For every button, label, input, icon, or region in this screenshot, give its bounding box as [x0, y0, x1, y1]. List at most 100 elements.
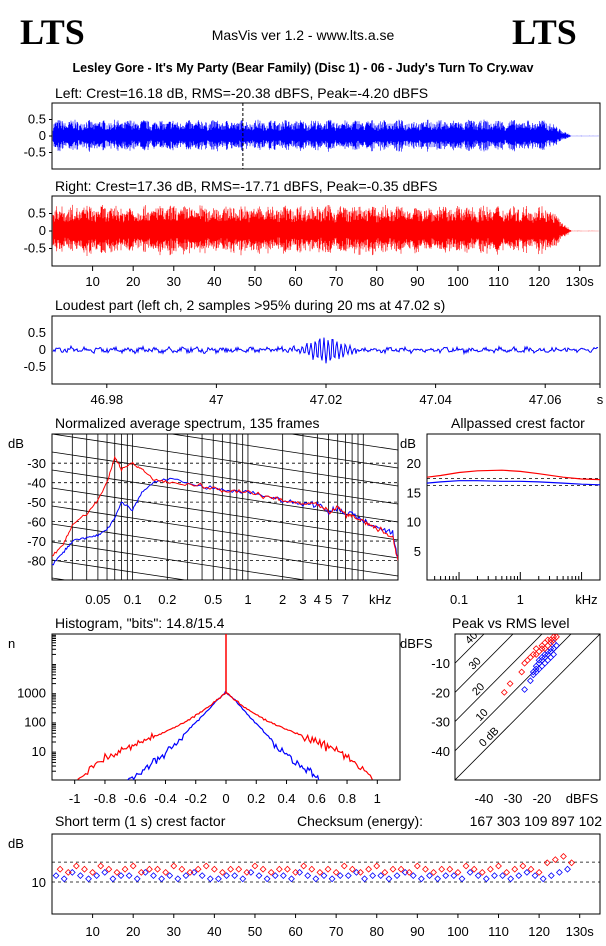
short-term-left-point: [531, 872, 539, 879]
time-xtick-label: 130s: [566, 274, 595, 289]
histogram-xtick-label: 0.6: [308, 791, 326, 806]
right-waveform-signal: [52, 204, 599, 256]
peak-vs-rms-right-point: [506, 680, 514, 688]
short-term-left-point: [93, 872, 101, 879]
peak-vs-rms-right-point: [521, 659, 528, 667]
short-term-right-point: [56, 865, 64, 873]
short-term-left-point: [442, 872, 450, 879]
time-xtick-label: 50: [248, 274, 262, 289]
spectrum-ytick-label: -80: [27, 554, 46, 569]
spectrum-slope-line: [52, 451, 398, 505]
allpassed-xtick-label: 1: [517, 592, 524, 607]
time-xtick-label: 20: [126, 274, 140, 289]
peak-vs-rms-right-point: [541, 639, 549, 647]
short-term-right-point: [243, 869, 251, 876]
short-term-right-point: [487, 865, 494, 873]
short-term-left-point: [353, 869, 360, 876]
short-term-xtick-label: 10: [85, 924, 99, 939]
peak-vs-rms-right-point: [518, 668, 526, 676]
spectrum-slope-line: [288, 434, 398, 451]
short-term-left-point: [328, 875, 336, 883]
short-term-right-point: [316, 869, 324, 876]
peak-vs-rms-crest-line: [455, 634, 485, 664]
checksum-label: Checksum (energy):: [297, 813, 423, 829]
short-term-left-point: [417, 875, 425, 883]
short-term-xtick-label: 20: [126, 924, 140, 939]
short-term-right-point: [113, 869, 121, 876]
short-term-left-point: [68, 869, 76, 876]
short-term-left-point: [304, 872, 312, 879]
spectrum-xtick-label: 0.2: [158, 592, 176, 607]
app-title: MasVis ver 1.2 - www.lts.a.se: [212, 27, 395, 43]
short-term-right-point: [121, 865, 129, 873]
spectrum-ytick-label: -50: [27, 495, 46, 510]
short-term-right-point: [430, 869, 437, 876]
short-term-right-point: [97, 862, 105, 870]
time-xtick-label: 80: [370, 274, 384, 289]
spectrum-title: Normalized average spectrum, 135 frames: [55, 415, 320, 431]
histogram-xtick-label: -1: [69, 791, 81, 806]
short-term-left-point: [231, 872, 239, 879]
loudest-ytick-label: -0.5: [24, 359, 46, 374]
short-term-right-point: [422, 865, 429, 873]
spectrum-slope-line: [52, 434, 398, 487]
short-term-right-point: [470, 865, 478, 873]
short-term-right-point: [308, 865, 316, 873]
short-term-left-point: [434, 875, 442, 883]
time-xtick-label: 10: [85, 274, 99, 289]
short-term-right-point: [235, 865, 243, 873]
short-term-right-point: [146, 865, 153, 873]
peak-vs-rms-left-point: [547, 653, 555, 661]
short-term-left-point: [344, 872, 352, 879]
short-term-right-point: [535, 869, 543, 876]
short-term-right-point: [219, 869, 226, 876]
short-term-left-point: [458, 875, 466, 883]
short-term-left-point: [377, 872, 385, 879]
short-term-xtick-label: 110: [488, 924, 509, 939]
spectrum-slope-line: [52, 469, 398, 523]
spectrum-xtick-label: 0.5: [204, 592, 222, 607]
short-term-right-point: [332, 869, 340, 876]
spectrum-slope-line: [52, 523, 398, 577]
spectrum-xtick-label: 1: [244, 592, 251, 607]
left-waveform-ytick-label: 0: [39, 128, 46, 143]
loudest-xtick-label: 46.98: [91, 392, 124, 407]
spectrum-xtick-label: kHz: [369, 592, 391, 607]
short-term-left-point: [296, 869, 304, 876]
allpassed-right-line: [426, 469, 601, 481]
short-term-xtick-label: 70: [329, 924, 343, 939]
short-term-right-point: [186, 869, 194, 876]
short-term-left-point: [198, 872, 206, 879]
short-term-ylabel: dB: [8, 836, 24, 851]
peak-vs-rms-ylabel: dBFS: [400, 636, 433, 651]
peak-vs-rms-left-point: [529, 668, 537, 676]
histogram-xtick-label: 0.4: [277, 791, 295, 806]
histogram-ylabel: n: [8, 636, 15, 651]
spectrum-slope-line: [52, 541, 308, 580]
spectrum-slope-line: [52, 505, 398, 559]
short-term-right-point: [210, 865, 218, 873]
loudest-xtick-label: 47.06: [529, 392, 562, 407]
spectrum-xtick-label: 0.1: [124, 592, 142, 607]
short-term-left-point: [547, 872, 555, 879]
short-term-right-point: [194, 865, 202, 873]
time-xtick-label: 100: [447, 274, 469, 289]
short-term-left-point: [320, 872, 328, 879]
loudest-xtick-label: 47.02: [310, 392, 343, 407]
short-term-right-point: [154, 865, 161, 873]
short-term-right-point: [251, 862, 259, 870]
short-term-right-point: [511, 865, 519, 873]
short-term-crest-title: Short term (1 s) crest factor: [55, 813, 226, 829]
short-term-left-point: [141, 869, 149, 876]
right-waveform-title: Right: Crest=17.36 dB, RMS=-17.71 dBFS, …: [55, 178, 437, 194]
short-term-right-point: [478, 869, 486, 876]
short-term-left-point: [336, 872, 344, 879]
peak-vs-rms-crest-label: 30: [467, 655, 484, 672]
short-term-left-point: [206, 875, 214, 883]
histogram-xtick-label: 1: [374, 791, 381, 806]
short-term-left-point: [385, 875, 393, 883]
peak-vs-rms-title: Peak vs RMS level: [452, 615, 569, 631]
short-term-left-point: [507, 875, 515, 883]
